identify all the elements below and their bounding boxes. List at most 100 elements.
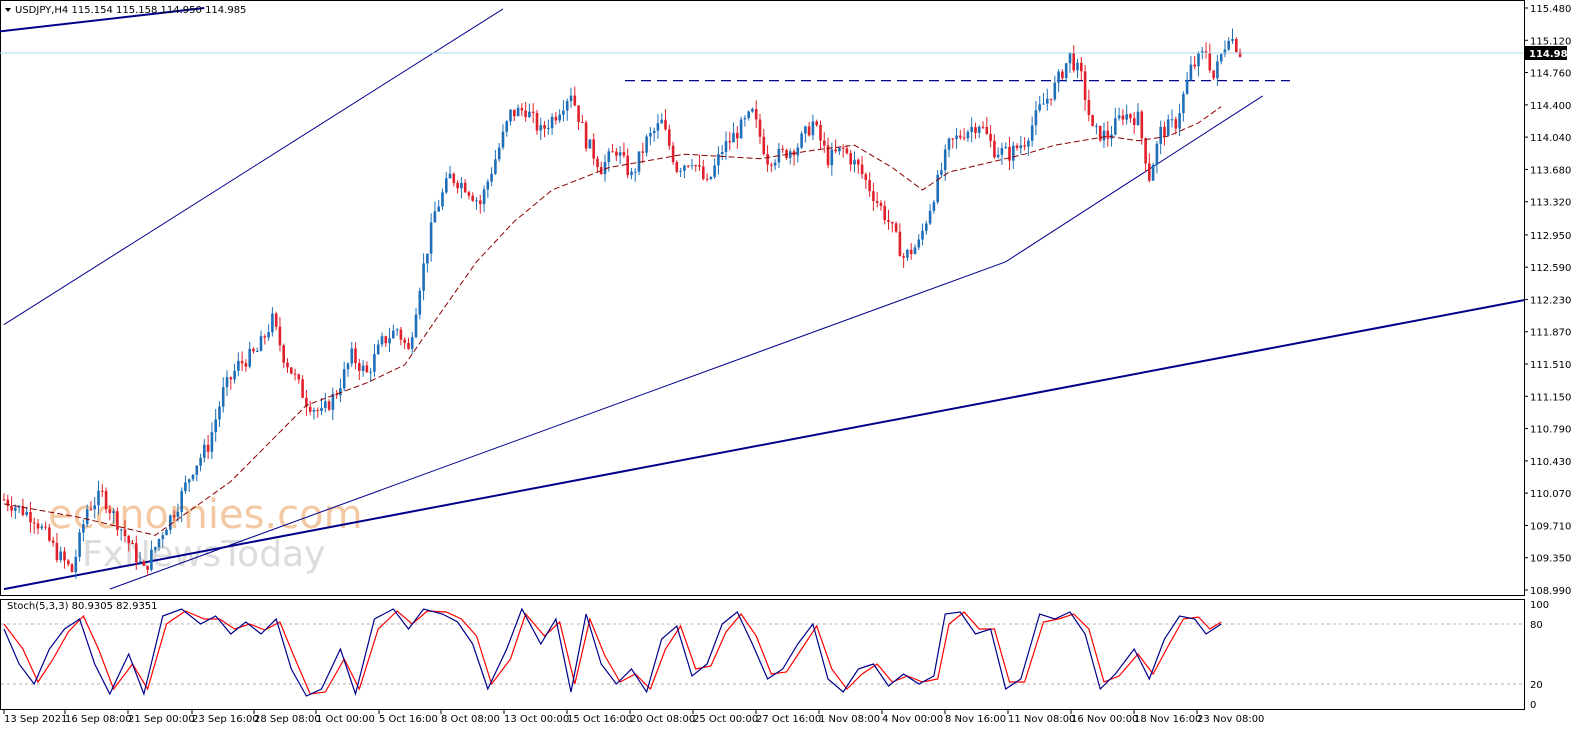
candle-body <box>702 166 705 179</box>
candle <box>758 113 762 144</box>
candle <box>1083 65 1087 111</box>
stochastic-pane: 100 80 20 0 <box>1 600 1549 711</box>
candle-body <box>834 149 837 152</box>
candle-body <box>951 138 955 140</box>
candle <box>452 172 456 187</box>
candle <box>138 552 142 565</box>
candle-body <box>297 374 301 380</box>
candle-body <box>1102 130 1106 141</box>
candle-body <box>675 162 679 172</box>
candle-body <box>244 363 248 367</box>
candle <box>1125 104 1128 125</box>
candle-body <box>271 313 274 333</box>
candle-body <box>490 173 493 182</box>
candle <box>233 363 236 384</box>
candle <box>599 161 603 175</box>
time-tick-label: 20 Oct 08:00 <box>630 714 695 725</box>
candle <box>1027 137 1030 156</box>
candle-body <box>1136 111 1140 125</box>
price-tick-label: 110.790 <box>1530 425 1571 436</box>
candle-body <box>78 532 81 557</box>
candle-body <box>634 171 637 173</box>
candle-body <box>823 140 826 146</box>
candle-body <box>1114 118 1117 135</box>
candle <box>388 327 391 352</box>
candle <box>339 378 342 403</box>
candle <box>618 146 622 164</box>
candle-body <box>1008 146 1011 161</box>
candle-body <box>165 530 168 536</box>
candle-body <box>1140 111 1144 139</box>
candle-body <box>993 140 996 158</box>
candle-body <box>573 95 577 106</box>
candle <box>44 521 47 530</box>
candle <box>29 501 32 533</box>
candle-body <box>29 511 32 523</box>
candle <box>720 145 724 161</box>
candle-body <box>528 111 531 118</box>
candle-body <box>32 522 36 524</box>
candle <box>490 167 493 187</box>
candle-body <box>501 131 505 148</box>
candle <box>660 113 663 124</box>
candle <box>724 131 728 160</box>
candle-body <box>804 126 807 134</box>
candle-body <box>830 149 834 166</box>
candle-body <box>384 336 388 344</box>
candle-body <box>437 206 440 212</box>
candle-body <box>252 348 255 352</box>
candle-body <box>898 231 902 257</box>
dropdown-triangle-icon[interactable] <box>5 8 11 12</box>
candle-body <box>857 159 860 165</box>
candle-body <box>1212 70 1215 79</box>
candle-body <box>694 165 697 167</box>
time-tick-label: 5 Oct 16:00 <box>379 714 438 725</box>
candle-body <box>618 152 622 156</box>
stoch-level-label: 80 <box>1530 620 1543 631</box>
candle <box>694 164 697 172</box>
candle <box>78 528 81 562</box>
candle-body <box>17 505 21 508</box>
candle <box>97 480 100 515</box>
candle-body <box>479 200 482 205</box>
candle-body <box>637 151 641 172</box>
candle-body <box>331 393 335 410</box>
candle <box>1178 103 1181 137</box>
candle-body <box>562 110 565 115</box>
candle-body <box>119 529 123 531</box>
candle-body <box>690 165 694 167</box>
candle-body <box>195 465 199 475</box>
candle-body <box>724 141 728 152</box>
candle <box>864 172 868 189</box>
channel-upper-line <box>3 8 504 326</box>
candle <box>826 137 830 169</box>
candle <box>1144 137 1147 173</box>
candle-body <box>369 371 372 373</box>
candle <box>305 389 308 416</box>
candle-body <box>558 114 561 121</box>
candle-body <box>36 523 40 529</box>
candle <box>165 528 168 536</box>
candle <box>739 116 743 139</box>
candle <box>153 546 157 553</box>
candle <box>860 155 864 179</box>
candle-body <box>584 122 588 149</box>
candle <box>316 407 319 418</box>
candle-body <box>917 239 921 248</box>
candle-body <box>460 182 463 189</box>
candle-body <box>664 119 667 130</box>
candle <box>845 145 849 155</box>
candle <box>142 559 146 567</box>
candle <box>743 115 747 127</box>
candle-body <box>1095 125 1098 127</box>
candle <box>131 540 134 544</box>
candle-body <box>864 174 868 180</box>
candle-body <box>966 131 970 139</box>
candle <box>36 519 40 535</box>
candle <box>1042 92 1045 105</box>
candle <box>320 397 323 416</box>
candle-body <box>475 200 478 202</box>
candle <box>501 124 505 150</box>
